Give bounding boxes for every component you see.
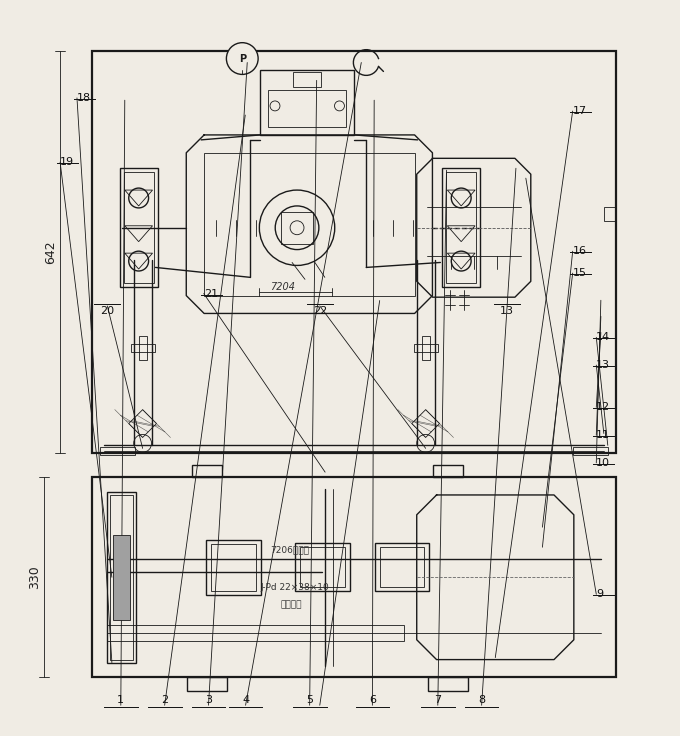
Text: 21: 21	[204, 289, 218, 299]
Bar	[124, 172, 154, 283]
Bar	[192, 465, 222, 477]
Bar	[433, 465, 463, 477]
Bar	[281, 212, 313, 244]
Text: 13: 13	[596, 360, 610, 370]
Bar	[268, 91, 346, 127]
Text: 7206本由水: 7206本由水	[271, 545, 309, 554]
Bar	[107, 626, 405, 641]
Text: 19: 19	[60, 158, 74, 167]
Text: 8: 8	[478, 696, 486, 705]
Bar	[573, 447, 608, 456]
Text: 11: 11	[596, 430, 610, 440]
Bar	[443, 169, 480, 287]
Bar	[422, 336, 430, 360]
Text: P: P	[239, 54, 246, 63]
Bar	[295, 543, 350, 591]
Text: 3: 3	[205, 696, 212, 705]
Text: 密封油封: 密封油封	[280, 601, 302, 609]
Text: 14: 14	[596, 333, 611, 342]
Bar	[188, 677, 227, 691]
Bar	[92, 51, 615, 453]
Bar	[413, 344, 437, 352]
Text: 6: 6	[369, 696, 376, 705]
Bar	[379, 548, 424, 587]
Bar	[446, 172, 476, 283]
Text: 18: 18	[77, 93, 91, 103]
Bar	[428, 677, 468, 691]
Bar	[604, 207, 615, 221]
Text: 15: 15	[573, 268, 587, 278]
Bar	[120, 169, 158, 287]
Text: 4: 4	[242, 696, 249, 705]
Bar	[139, 336, 147, 360]
Bar	[92, 477, 615, 677]
Bar	[113, 534, 131, 620]
Text: 2: 2	[161, 696, 168, 705]
Bar	[107, 492, 137, 662]
Bar	[131, 344, 154, 352]
Bar	[110, 495, 133, 659]
Text: 16: 16	[573, 247, 587, 256]
Text: 12: 12	[596, 403, 611, 412]
Text: 13: 13	[500, 306, 514, 316]
Bar	[260, 71, 354, 135]
Bar	[211, 544, 256, 590]
Text: 330: 330	[28, 565, 41, 589]
Bar	[375, 543, 429, 591]
Text: 22: 22	[313, 306, 327, 316]
Text: 1: 1	[118, 696, 124, 705]
Bar	[100, 447, 135, 456]
Text: 17: 17	[573, 106, 587, 116]
Text: 7204: 7204	[270, 283, 294, 292]
Bar	[204, 153, 415, 296]
Text: 642: 642	[44, 240, 57, 263]
Text: J-Pd 22×38×10: J-Pd 22×38×10	[260, 583, 329, 592]
Text: 5: 5	[306, 696, 313, 705]
Bar	[206, 540, 260, 595]
Circle shape	[226, 43, 258, 74]
Bar	[293, 72, 322, 88]
Bar	[301, 548, 345, 587]
Text: 7: 7	[435, 696, 441, 705]
Text: 10: 10	[596, 458, 610, 468]
Text: 20: 20	[100, 306, 114, 316]
Text: 9: 9	[596, 590, 603, 599]
